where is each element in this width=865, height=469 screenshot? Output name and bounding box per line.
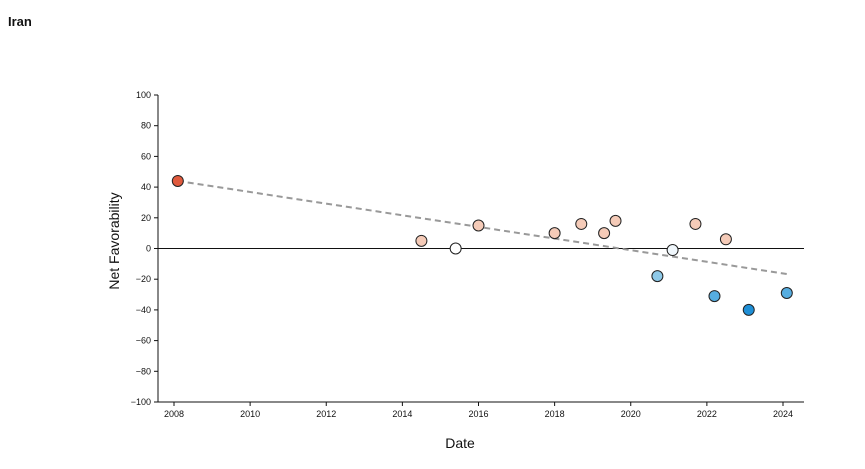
data-point — [548, 227, 561, 240]
y-tick-label: 0 — [146, 244, 151, 254]
data-point — [719, 233, 732, 246]
data-point — [171, 174, 184, 187]
x-tick-label: 2016 — [468, 409, 488, 419]
y-tick-label: 60 — [141, 151, 151, 161]
x-tick-label: 2020 — [621, 409, 641, 419]
data-point — [472, 219, 485, 232]
data-point — [666, 244, 679, 257]
y-axis: 100 80 60 40 20 0 −20 −40 −60 −80 −100 — [131, 90, 159, 407]
data-point — [449, 242, 462, 255]
y-tick-label: 20 — [141, 213, 151, 223]
x-axis: 2008 2010 2012 2014 2016 2018 2020 2022 2024 — [158, 401, 804, 419]
y-tick-label: −20 — [136, 274, 151, 284]
trend-line — [177, 179, 791, 276]
x-tick-label: 2014 — [392, 409, 412, 419]
page-title: Iran — [8, 14, 32, 29]
x-tick-label: 2018 — [545, 409, 565, 419]
x-tick-label: 2024 — [773, 409, 793, 419]
data-point — [415, 234, 428, 247]
y-tick-label: −60 — [136, 336, 151, 346]
data-point — [575, 217, 588, 230]
y-tick-label: 40 — [141, 182, 151, 192]
y-tick-label: 100 — [136, 90, 151, 100]
y-tick-label: −40 — [136, 305, 151, 315]
data-point — [651, 270, 664, 283]
x-axis-title: Date — [445, 435, 475, 451]
data-point — [689, 217, 702, 230]
x-tick-label: 2010 — [240, 409, 260, 419]
data-point — [598, 227, 611, 240]
data-points — [171, 174, 793, 316]
y-tick-label: −100 — [131, 397, 151, 407]
y-tick-label: 80 — [141, 121, 151, 131]
data-point — [742, 303, 755, 316]
x-tick-label: 2012 — [316, 409, 336, 419]
y-tick-label: −80 — [136, 366, 151, 376]
data-point — [780, 287, 793, 300]
x-tick-label: 2022 — [697, 409, 717, 419]
y-axis-title: Net Favorability — [106, 192, 122, 289]
data-point — [609, 214, 622, 227]
x-tick-label: 2008 — [164, 409, 184, 419]
data-point — [708, 290, 721, 303]
